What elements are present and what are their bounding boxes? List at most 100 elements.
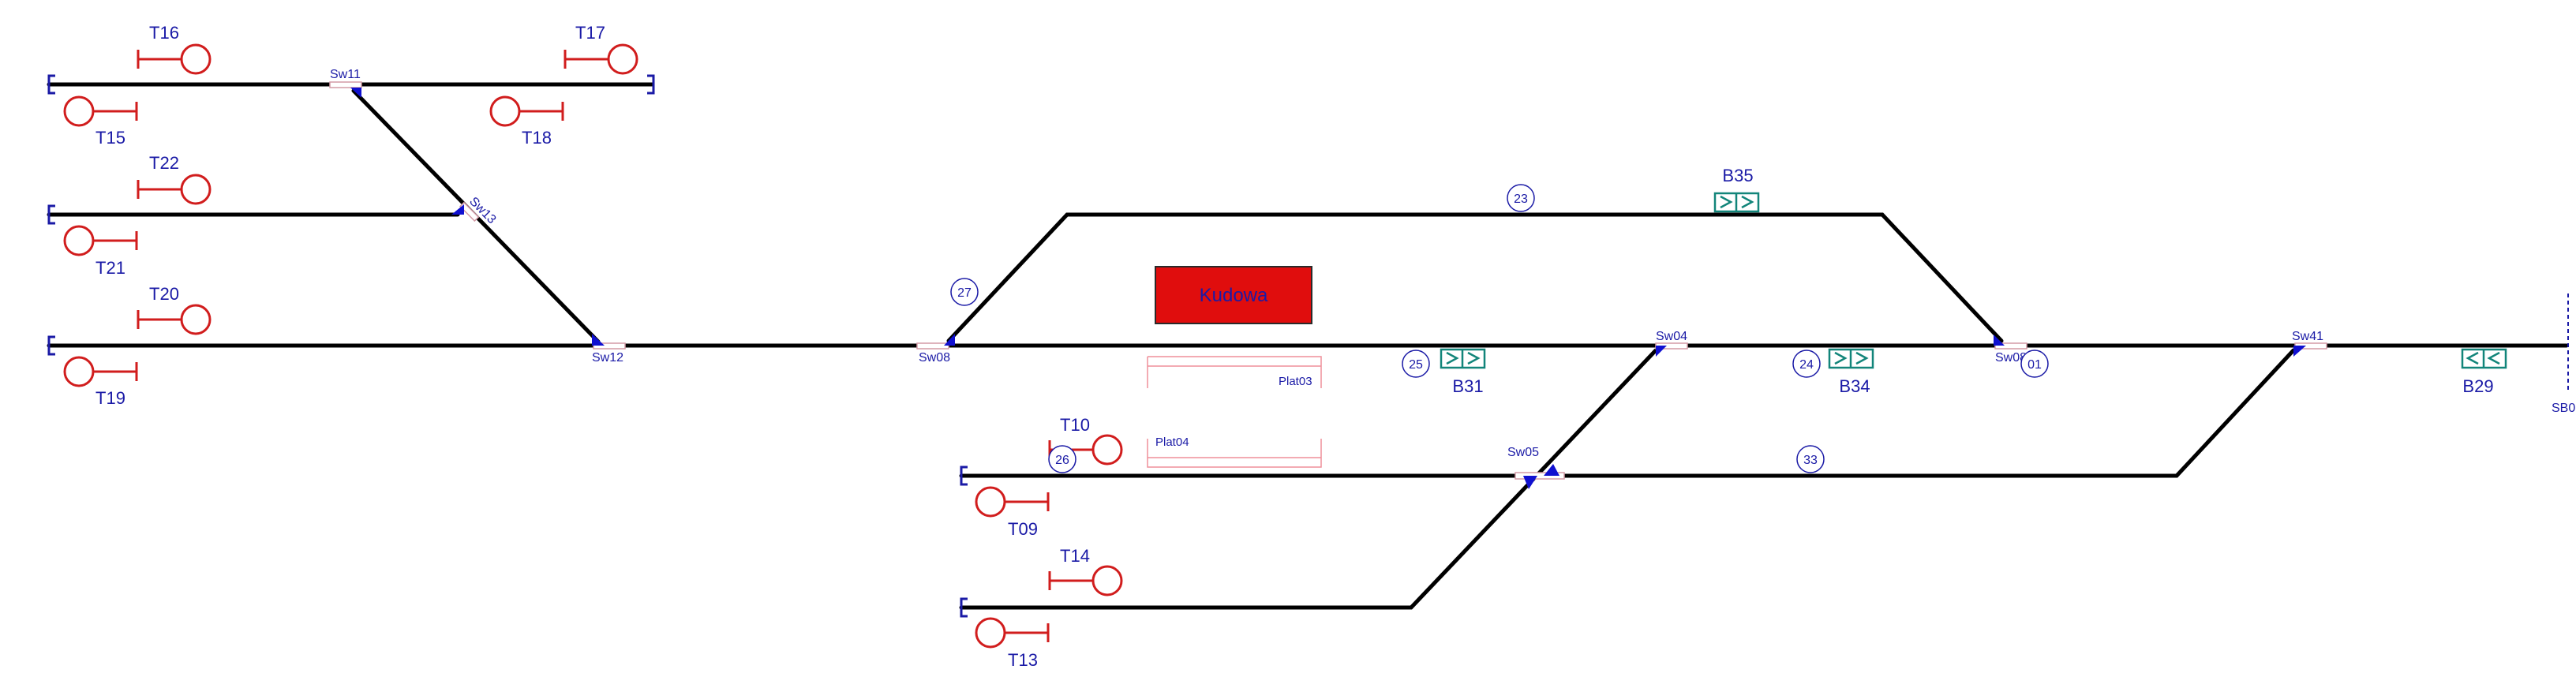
switch-point-marker (1523, 476, 1537, 489)
signal-t09: T09 (975, 486, 1050, 539)
section-label: 24 (1799, 358, 1814, 372)
buffer-stop-t19 (47, 335, 55, 356)
signal-head (63, 95, 95, 127)
buffer-stops (47, 74, 968, 618)
signal-head (489, 95, 521, 127)
switch-sw08-left: Sw08 (916, 334, 955, 365)
switch-point-marker (1544, 464, 1559, 476)
buffer-stop-t09 (960, 466, 968, 486)
block-label: B31 (1452, 376, 1483, 396)
station-name: Kudowa (1200, 285, 1268, 306)
signal-head (180, 304, 212, 335)
switch-label: Sw41 (2292, 330, 2323, 343)
signal-head (180, 43, 212, 75)
signal-label: T10 (1060, 415, 1090, 435)
signal-t22: T22 (137, 153, 212, 205)
platform-plat04 (1147, 439, 1322, 468)
tracks (47, 82, 2569, 610)
signal-head (1091, 565, 1123, 596)
signal-label: T09 (1008, 519, 1038, 539)
station: Kudowa (1155, 266, 1312, 324)
block-b29: B29 (2461, 348, 2507, 396)
switches: Sw11 Sw13 Sw12 Sw08 Sw04 (329, 68, 2327, 489)
buffer-stop-t15 (47, 74, 55, 95)
signal-label: T18 (522, 128, 552, 148)
track-loop-23 (946, 212, 2004, 343)
signal-head (607, 43, 638, 75)
block-indicators: B35 B31 B34 B29 (1440, 166, 2507, 396)
buffer-stop-t13 (960, 597, 968, 618)
signal-head (63, 356, 95, 387)
track-t10-loop (959, 348, 2296, 478)
switch-label: Sw08 (1995, 351, 2027, 365)
switch-point-marker (1656, 346, 1667, 357)
signal-label: T19 (95, 388, 125, 408)
section-label: 33 (1803, 454, 1818, 467)
section-label: 25 (1409, 358, 1423, 372)
switch-point-marker (2293, 346, 2306, 357)
section-26: 26 (1048, 445, 1076, 473)
platform-label: Plat04 (1155, 436, 1189, 449)
signal-head (63, 225, 95, 256)
signals: T16 T17 T15 T18 T22 (63, 23, 1123, 670)
switch-sw05: Sw05 (1507, 446, 1565, 489)
section-label: 23 (1514, 193, 1528, 206)
signal-t19: T19 (63, 356, 138, 408)
switch-sw04: Sw04 (1655, 330, 1688, 357)
edge-label: SB0 (2552, 402, 2575, 415)
signal-t16: T16 (137, 23, 212, 75)
switch-point-marker (451, 204, 464, 215)
signal-label: T20 (149, 284, 179, 304)
signal-label: T22 (149, 153, 179, 173)
section-01: 01 (2020, 350, 2049, 378)
signal-label: T13 (1008, 650, 1038, 670)
block-b31: B31 (1440, 348, 1486, 396)
platform-label: Plat03 (1279, 375, 1312, 388)
block-b34: B34 (1828, 348, 1874, 396)
section-33: 33 (1796, 445, 1825, 473)
signal-t13: T13 (975, 617, 1050, 670)
signal-t14: T14 (1048, 546, 1123, 596)
switch-sw08-right: Sw08 (1994, 335, 2027, 365)
switch-point-marker (350, 88, 361, 98)
block-label: B29 (2462, 376, 2493, 396)
line-end-marker: SB0 (2552, 294, 2575, 415)
switch-label: Sw04 (1656, 330, 1687, 343)
signal-label: T17 (575, 23, 605, 43)
section-label: 01 (2027, 358, 2042, 372)
signal-t15: T15 (63, 95, 138, 148)
track-t14-branch (959, 348, 1658, 610)
platforms: Plat03 Plat04 (1147, 356, 1322, 468)
buffer-stop-t18 (647, 74, 655, 95)
signal-t10: T10 (1048, 415, 1123, 466)
station-box (1155, 266, 1312, 324)
section-label: 26 (1055, 454, 1069, 467)
switch-sw12: Sw12 (592, 334, 626, 365)
signal-t17: T17 (564, 23, 638, 75)
switch-label: Sw05 (1507, 446, 1539, 459)
section-25: 25 (1402, 350, 1430, 378)
signal-t18: T18 (489, 95, 564, 148)
signal-head (975, 617, 1006, 649)
section-23: 23 (1507, 184, 1535, 212)
signal-head (1091, 434, 1123, 466)
signal-head (975, 486, 1006, 518)
signal-head (180, 174, 212, 205)
block-label: B35 (1722, 166, 1753, 185)
switch-label: Sw12 (592, 351, 623, 365)
switch-sw41: Sw41 (2292, 330, 2327, 357)
block-label: B34 (1839, 376, 1870, 396)
switch-label: Sw11 (330, 68, 361, 81)
signal-label: T16 (149, 23, 179, 43)
signal-label: T14 (1060, 546, 1090, 566)
switch-point-marker (592, 334, 605, 346)
signal-t20: T20 (137, 284, 212, 335)
signal-label: T21 (95, 258, 125, 278)
switch-point-marker (1994, 335, 2005, 346)
switch-sw11: Sw11 (329, 68, 362, 98)
section-markers: 23 27 25 24 01 26 33 (950, 184, 2049, 473)
section-27: 27 (950, 278, 979, 306)
section-24: 24 (1792, 350, 1821, 378)
signal-t21: T21 (63, 225, 138, 278)
